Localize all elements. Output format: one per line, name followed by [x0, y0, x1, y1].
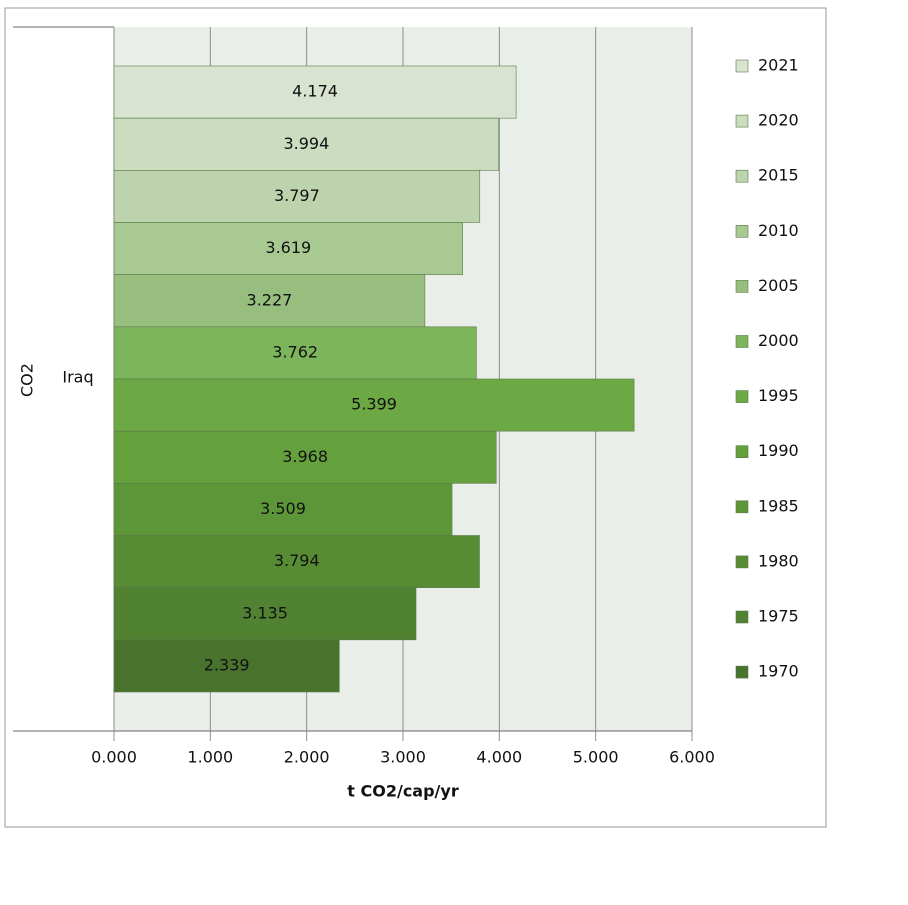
bar [113, 587, 417, 641]
category-label: Iraq [62, 368, 93, 387]
bar [113, 639, 340, 693]
legend-label: 2000 [758, 331, 799, 350]
bar [113, 117, 500, 171]
bar [113, 222, 463, 275]
legend-swatch [735, 335, 749, 348]
data-label: 3.619 [265, 238, 311, 257]
legend-swatch [735, 500, 749, 514]
legend-swatch [735, 610, 749, 624]
data-label: 2.339 [204, 655, 250, 674]
group-label: CO2 [18, 363, 37, 397]
bar [113, 170, 481, 223]
legend-label: 2020 [758, 111, 799, 130]
bar [113, 430, 497, 484]
legend-label: 1985 [758, 496, 799, 515]
data-label: 3.227 [247, 290, 293, 309]
legend-label: 2015 [758, 166, 799, 185]
legend-label: 2010 [758, 221, 799, 240]
x-tick-label: 2.000 [284, 748, 330, 767]
data-label: 3.968 [282, 447, 328, 466]
legend-label: 1990 [758, 441, 799, 460]
bar [113, 65, 517, 119]
x-tick-label: 0.000 [91, 748, 137, 767]
bar [113, 535, 480, 588]
x-tick-label: 1.000 [187, 748, 233, 767]
legend-label: 1995 [758, 386, 799, 405]
data-label: 5.399 [351, 395, 397, 414]
bar [113, 483, 453, 536]
legend-swatch [735, 390, 749, 403]
legend-label: 1975 [758, 607, 799, 626]
legend-swatch [735, 280, 749, 293]
data-label: 3.135 [242, 603, 288, 622]
legend-label: 2005 [758, 276, 799, 295]
data-label: 3.509 [260, 499, 306, 518]
data-label: 3.762 [272, 342, 318, 361]
legend-label: 1980 [758, 551, 799, 570]
legend-swatch [735, 665, 749, 679]
bar [113, 326, 477, 380]
legend-label: 1970 [758, 662, 799, 681]
legend-swatch [735, 445, 749, 459]
legend-swatch [735, 169, 749, 183]
legend-swatch [735, 225, 749, 238]
x-tick-label: 3.000 [380, 748, 426, 767]
x-tick-label: 6.000 [669, 748, 715, 767]
legend-swatch [735, 59, 749, 73]
data-label: 3.794 [274, 551, 320, 570]
x-tick-label: 4.000 [476, 748, 522, 767]
data-label: 3.994 [283, 134, 329, 153]
x-axis-title: t CO2/cap/yr [347, 782, 459, 801]
data-label: 3.797 [274, 186, 320, 205]
legend-swatch [735, 555, 749, 569]
data-label: 4.174 [292, 82, 338, 101]
bar [113, 378, 635, 432]
legend-label: 2021 [758, 56, 799, 75]
legend-swatch [735, 114, 749, 128]
x-tick-label: 5.000 [573, 748, 619, 767]
